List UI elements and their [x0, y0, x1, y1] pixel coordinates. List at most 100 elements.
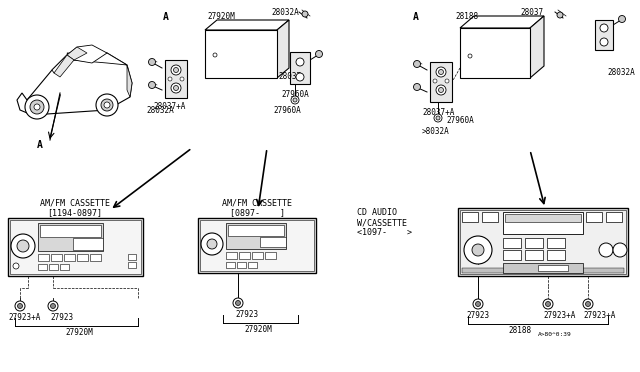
Circle shape [296, 58, 304, 66]
Text: [0897-    ]: [0897- ] [230, 208, 285, 217]
Bar [239, 252, 250, 259]
Circle shape [413, 61, 420, 67]
Text: 27923+A: 27923+A [8, 313, 40, 322]
Circle shape [586, 301, 591, 307]
Text: 28188: 28188 [508, 326, 531, 335]
Bar [503, 238, 521, 248]
Bar [226, 223, 286, 249]
Bar [460, 28, 530, 78]
Text: 27960A: 27960A [281, 90, 309, 99]
Bar [462, 268, 624, 273]
Bar [482, 212, 498, 222]
Polygon shape [67, 47, 87, 60]
Text: A: A [163, 12, 169, 22]
Bar [547, 250, 565, 260]
Circle shape [293, 98, 297, 102]
Polygon shape [52, 45, 107, 73]
Circle shape [436, 67, 446, 77]
Bar [525, 250, 543, 260]
Text: A: A [413, 12, 419, 22]
Circle shape [296, 73, 304, 81]
Text: AM/FM CASSETTE: AM/FM CASSETTE [222, 198, 292, 207]
Circle shape [434, 114, 442, 122]
Circle shape [438, 87, 444, 93]
Circle shape [148, 58, 156, 65]
Polygon shape [127, 65, 132, 97]
Circle shape [613, 243, 627, 257]
Circle shape [600, 24, 608, 32]
Circle shape [468, 54, 472, 58]
Bar [538, 265, 568, 271]
Text: 27923: 27923 [50, 313, 73, 322]
Bar [525, 238, 543, 248]
Text: 27923+A: 27923+A [583, 311, 616, 320]
Bar [51, 254, 62, 261]
Text: 28037+A: 28037+A [154, 102, 186, 111]
Polygon shape [205, 20, 289, 30]
Bar [462, 212, 478, 222]
Text: W/CASSETTE: W/CASSETTE [357, 218, 407, 227]
Text: 28037+A: 28037+A [422, 108, 454, 117]
Bar [38, 264, 47, 270]
Bar [200, 220, 314, 271]
Bar [503, 250, 521, 260]
Circle shape [316, 51, 323, 58]
Text: 27960A: 27960A [273, 106, 301, 115]
Text: A: A [37, 140, 43, 150]
Bar [205, 30, 277, 78]
Text: 27923: 27923 [466, 311, 489, 320]
Bar [248, 262, 257, 268]
Circle shape [213, 53, 217, 57]
Text: CD AUDIO: CD AUDIO [357, 208, 397, 217]
Circle shape [436, 85, 446, 95]
Circle shape [433, 79, 437, 83]
Text: 28032A: 28032A [271, 8, 299, 17]
Text: 27920M: 27920M [244, 325, 272, 334]
Circle shape [168, 77, 172, 81]
Bar [503, 212, 583, 234]
Polygon shape [54, 55, 74, 77]
Bar [430, 62, 452, 102]
Circle shape [291, 96, 299, 104]
Text: <1097-    >: <1097- > [357, 228, 412, 237]
Circle shape [96, 94, 118, 116]
Bar [49, 264, 58, 270]
Bar [237, 262, 246, 268]
Text: A>80^0:39: A>80^0:39 [538, 332, 572, 337]
Bar [10, 220, 141, 274]
Bar [458, 208, 628, 276]
Bar [38, 254, 49, 261]
Text: 27920M: 27920M [207, 12, 235, 21]
Bar [128, 254, 136, 260]
Bar [64, 254, 75, 261]
Circle shape [302, 11, 308, 17]
Polygon shape [530, 16, 544, 78]
Circle shape [438, 70, 444, 74]
Circle shape [173, 67, 179, 73]
Bar [265, 252, 276, 259]
Circle shape [413, 83, 420, 90]
Circle shape [30, 100, 44, 114]
Circle shape [464, 236, 492, 264]
Text: [1194-0897]: [1194-0897] [47, 208, 102, 217]
Circle shape [600, 38, 608, 46]
Circle shape [25, 95, 49, 119]
Circle shape [51, 304, 56, 308]
Bar [252, 252, 263, 259]
Circle shape [11, 234, 35, 258]
Circle shape [207, 239, 217, 249]
Bar [226, 252, 237, 259]
Bar [60, 264, 69, 270]
Bar [8, 218, 143, 276]
Circle shape [48, 301, 58, 311]
Circle shape [543, 299, 553, 309]
Bar [260, 237, 286, 247]
Circle shape [101, 99, 113, 111]
Text: 27960A: 27960A [446, 116, 474, 125]
Bar [547, 238, 565, 248]
Bar [165, 60, 187, 98]
Circle shape [545, 301, 550, 307]
Bar [73, 238, 103, 250]
Polygon shape [67, 53, 127, 65]
Circle shape [476, 301, 481, 307]
